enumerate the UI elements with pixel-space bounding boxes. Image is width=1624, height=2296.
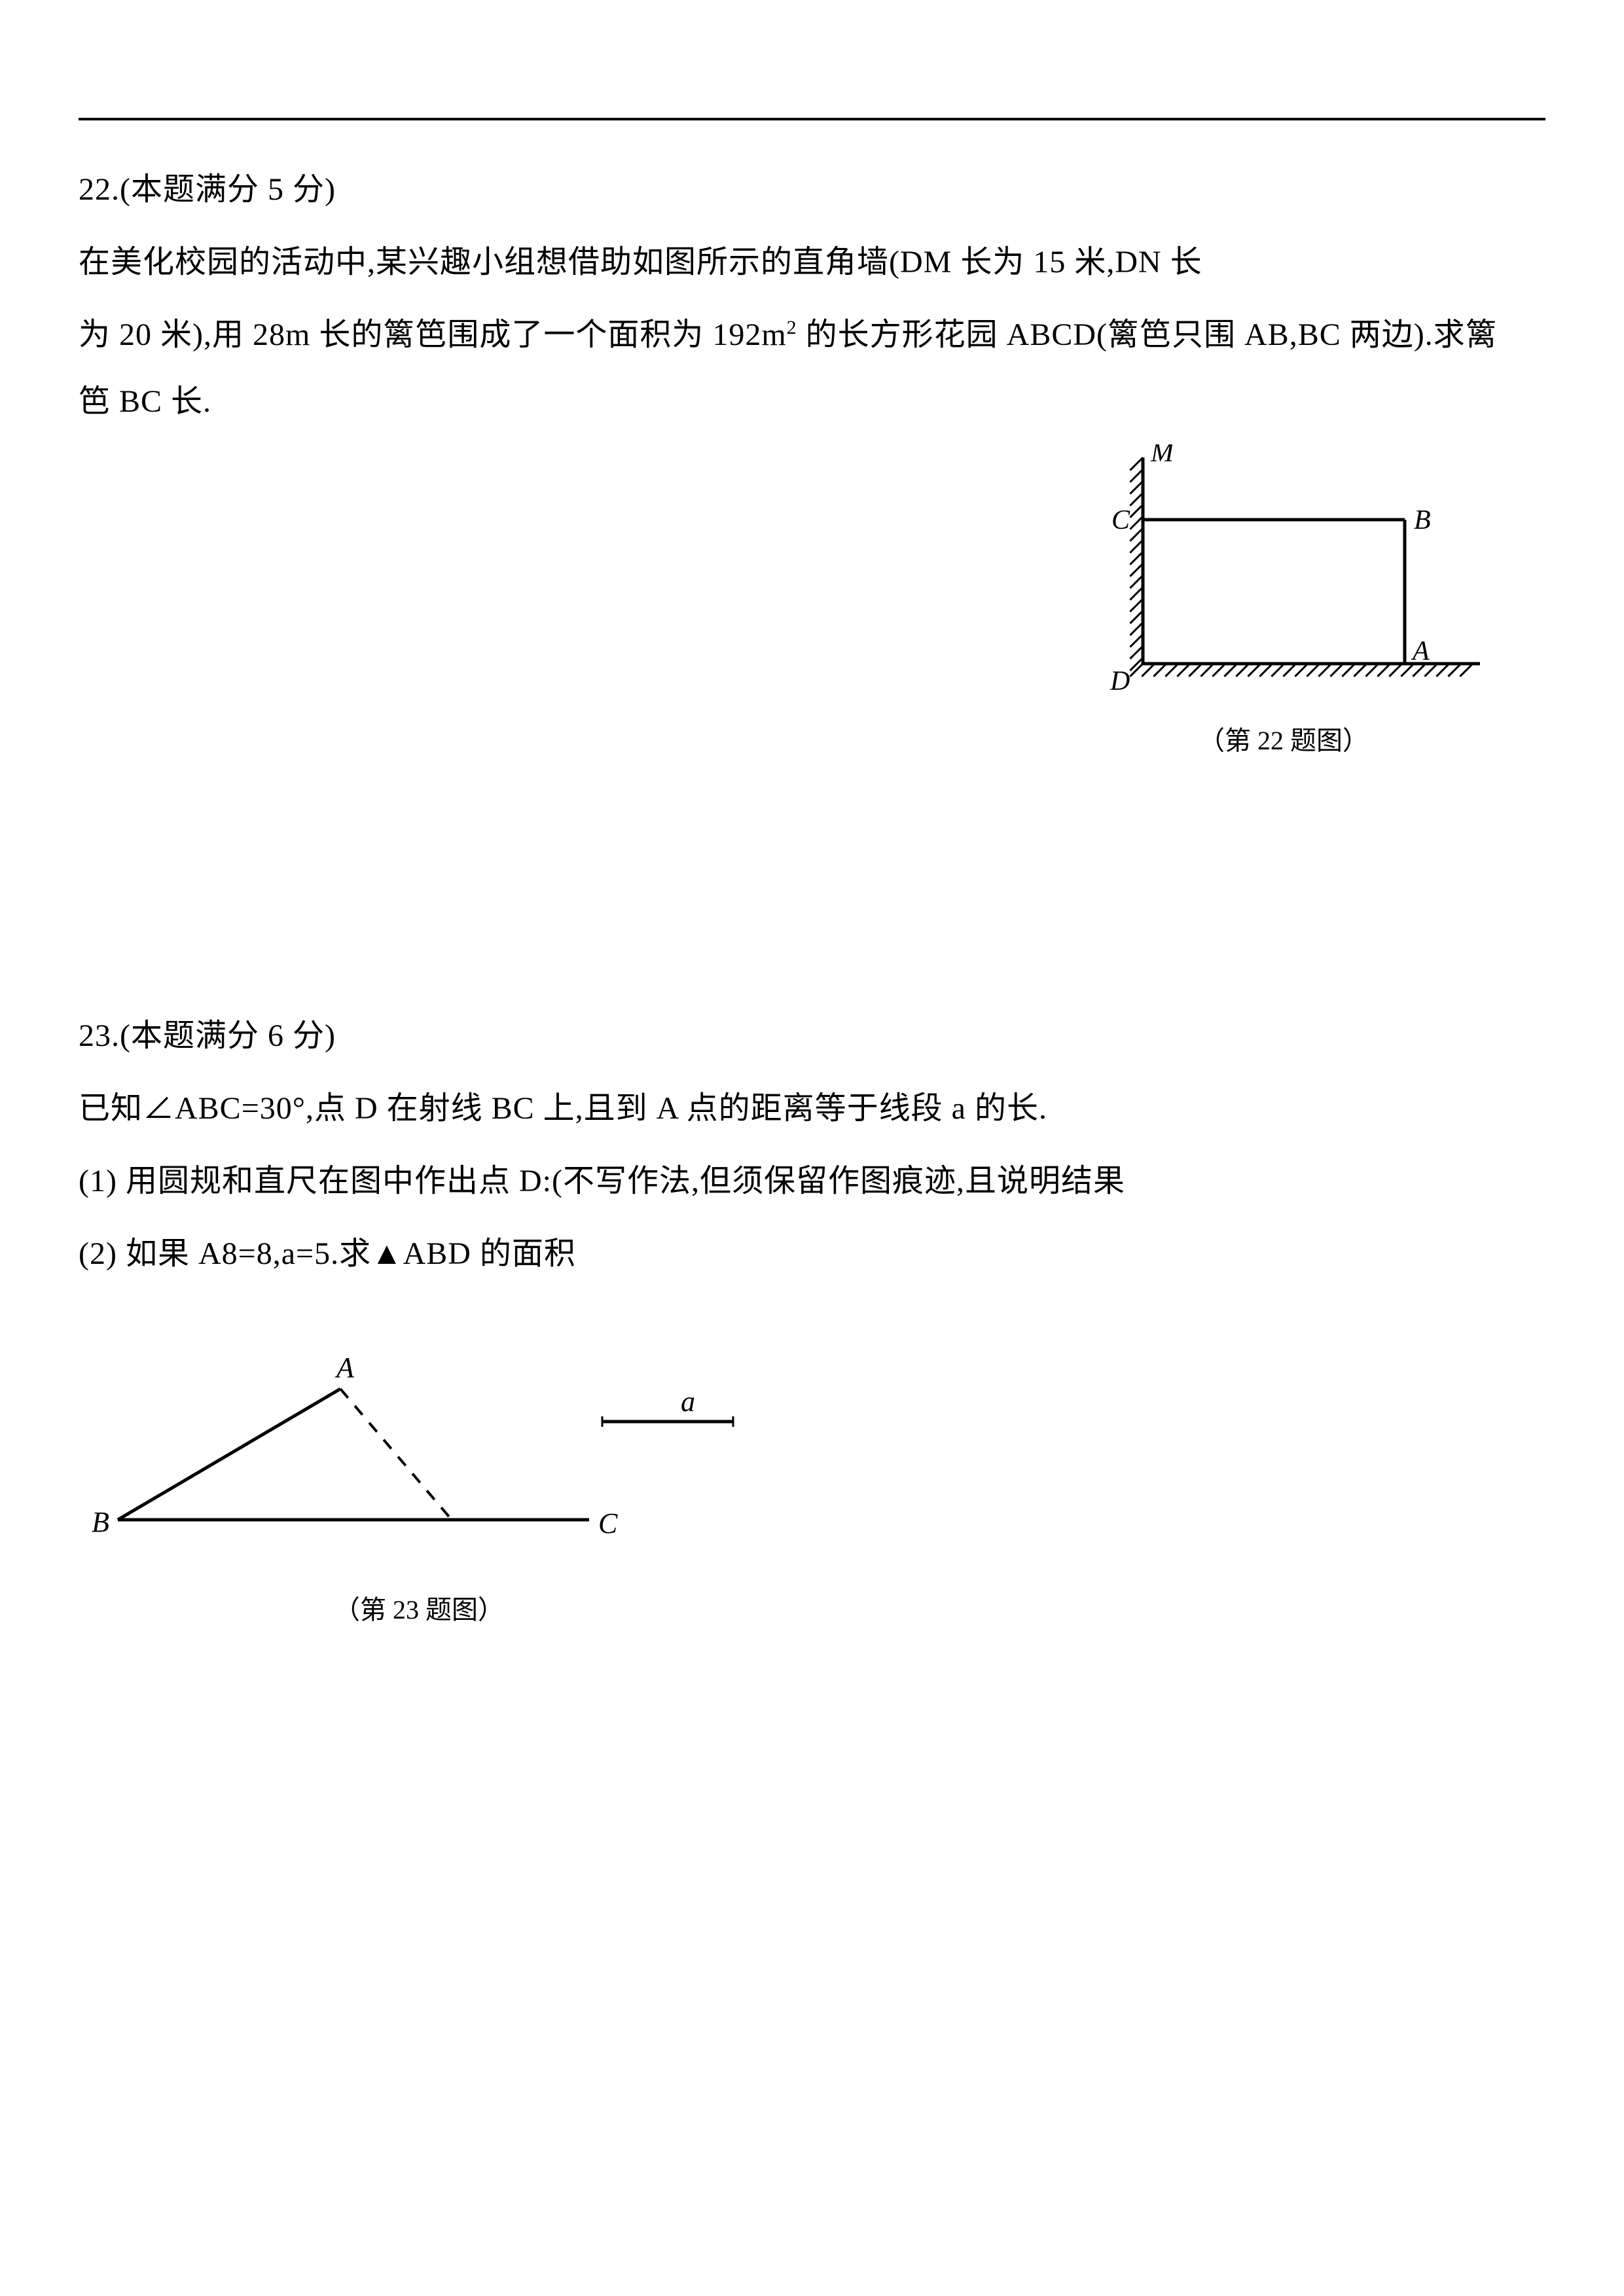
q22-caption: （第 22 题图） bbox=[1199, 719, 1369, 757]
q23-line1: 已知∠ABC=30°,点 D 在射线 BC 上,且到 A 点的距离等于线段 a … bbox=[79, 1079, 1545, 1138]
q23-header: 23.(本题满分 6 分) bbox=[79, 1006, 1545, 1066]
q23-caption: （第 23 题图） bbox=[85, 1588, 753, 1626]
svg-text:a: a bbox=[681, 1386, 695, 1418]
q22-figure: M C B D A （第 22 题图） bbox=[1074, 444, 1493, 757]
svg-text:B: B bbox=[92, 1506, 109, 1538]
q22-line2a: 为 20 米),用 28m 长的篱笆围成了一个面积为 192m bbox=[79, 317, 787, 352]
svg-text:A: A bbox=[1411, 636, 1430, 666]
page: 22.(本题满分 5 分) 在美化校园的活动中,某兴趣小组想借助如图所示的直角墙… bbox=[0, 0, 1624, 1705]
q22-figure-wrap: M C B D A （第 22 题图） bbox=[79, 444, 1545, 757]
q22-header: 22.(本题满分 5 分) bbox=[79, 160, 1545, 219]
svg-text:B: B bbox=[1414, 505, 1431, 535]
q23-line3: (2) 如果 A8=8,a=5.求▲ABD 的面积 bbox=[79, 1224, 1545, 1283]
spacer-1 bbox=[79, 757, 1545, 993]
q22-line1: 在美化校园的活动中,某兴趣小组想借助如图所示的直角墙(DM 长为 15 米,DN… bbox=[79, 232, 1545, 292]
q22-line2b: 的长方形花园 ABCD(篱笆只围 AB,BC 两边).求篱 bbox=[797, 317, 1498, 352]
svg-text:C: C bbox=[1111, 505, 1130, 535]
q22-line2: 为 20 米),用 28m 长的篱笆围成了一个面积为 192m2 的长方形花园 … bbox=[79, 305, 1545, 365]
q22-svg: M C B D A bbox=[1074, 444, 1493, 706]
q22-line3: 笆 BC 长. bbox=[79, 372, 1545, 431]
q22-line2-sup: 2 bbox=[787, 317, 797, 338]
svg-text:D: D bbox=[1110, 666, 1130, 696]
svg-text:A: A bbox=[334, 1352, 355, 1384]
top-rule bbox=[79, 118, 1545, 120]
svg-text:M: M bbox=[1150, 444, 1175, 468]
q23-figure-wrap: A B Ca （第 23 题图） bbox=[85, 1350, 1545, 1626]
q23-svg: A B Ca bbox=[85, 1350, 753, 1572]
q23-line2: (1) 用圆规和直尺在图中作出点 D:(不写作法,但须保留作图痕迹,且说明结果 bbox=[79, 1151, 1545, 1211]
svg-text:C: C bbox=[598, 1507, 618, 1539]
